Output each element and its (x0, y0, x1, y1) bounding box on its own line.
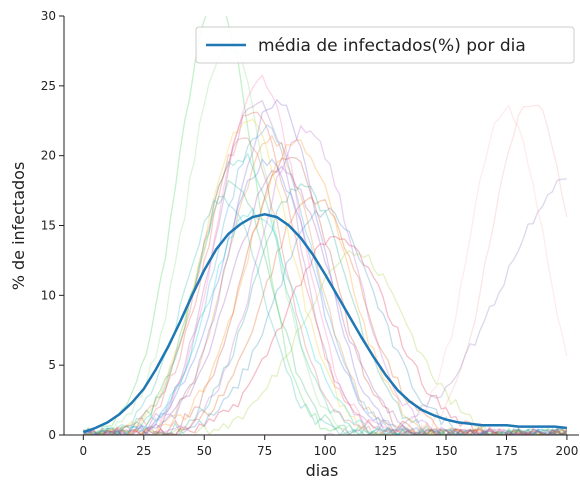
simulation-run-line (82, 196, 568, 435)
simulation-run-line (83, 123, 568, 435)
simulation-run-line (83, 74, 567, 435)
y-tick-label: 30 (41, 9, 56, 23)
simulation-run-line (82, 99, 568, 435)
legend-box (195, 26, 575, 64)
y-tick-label: 25 (41, 79, 56, 93)
simulation-run-line (83, 179, 568, 435)
simulation-run-line (82, 195, 568, 435)
x-tick-label: 75 (257, 444, 272, 458)
y-tick-label: 5 (48, 358, 56, 372)
mean-line-layer (82, 213, 568, 434)
simulation-run-line (82, 98, 568, 435)
x-tick-label: 100 (314, 444, 337, 458)
simulation-run-line (83, 157, 567, 435)
x-tick-label: 50 (197, 444, 212, 458)
mean-series-line (82, 213, 568, 434)
simulation-run-line (83, 183, 568, 435)
y-tick-label: 15 (41, 219, 56, 233)
simulation-run-line (83, 178, 567, 435)
simulation-run-line (83, 134, 568, 435)
x-axis-label: dias (306, 461, 339, 480)
simulation-run-line (83, 235, 568, 435)
simulation-run-line (82, 124, 568, 435)
legend: média de infectados(%) por dia (195, 26, 575, 64)
y-tick-label: 10 (41, 288, 56, 302)
simulation-run-line (83, 104, 568, 435)
x-tick-label: 25 (136, 444, 151, 458)
simulation-run-line (83, 165, 567, 435)
simulation-run-line (83, 139, 568, 435)
x-tick-label: 175 (495, 444, 518, 458)
simulation-run-line (83, 152, 567, 435)
simulation-run-line (82, 249, 568, 435)
simulation-run-line (83, 118, 567, 435)
axes: 0 25 50 75 100 125 150 175 200 0 5 10 15 20 25 30 (41, 9, 579, 458)
simulation-run-line (82, 16, 568, 435)
legend-label: média de infectados(%) por dia (258, 36, 526, 56)
x-tick-label: 0 (80, 444, 88, 458)
x-tick-label: 125 (374, 444, 397, 458)
y-tick-label: 0 (48, 428, 56, 442)
simulation-run-line (83, 41, 568, 435)
simulation-run-line (83, 207, 568, 435)
x-tick-label: 200 (555, 444, 578, 458)
x-tick-label: 150 (435, 444, 458, 458)
simulation-run-line (83, 156, 567, 435)
simulation-run-line (83, 137, 568, 435)
y-tick-label: 20 (41, 149, 56, 163)
y-axis-label: % de infectados (9, 162, 28, 291)
simulation-run-line (83, 104, 568, 435)
